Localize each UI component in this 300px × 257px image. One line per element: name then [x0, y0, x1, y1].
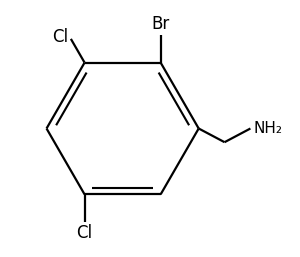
- Text: NH₂: NH₂: [254, 121, 283, 136]
- Text: Br: Br: [152, 15, 170, 33]
- Text: Cl: Cl: [52, 28, 68, 46]
- Text: Cl: Cl: [76, 224, 93, 242]
